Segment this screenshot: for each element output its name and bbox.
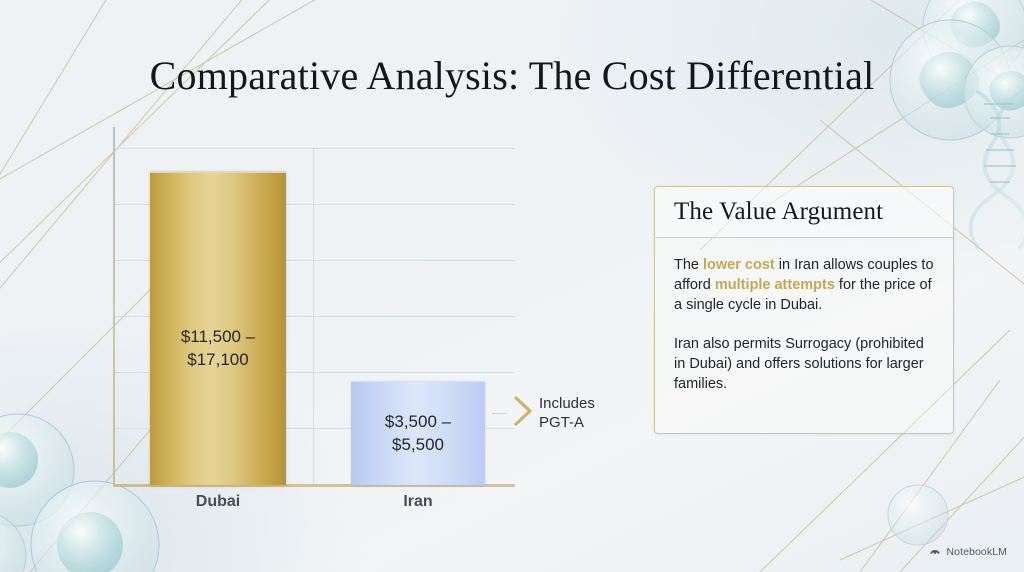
gridline-vertical [313,147,314,485]
cost-comparison-bar-chart: $11,500 – $17,100 $3,500 – $5,500 Dubai … [113,127,515,510]
pgta-callout: Includes PGT-A [492,394,595,432]
highlight-multiple-attempts: multiple attempts [714,277,835,293]
page-title: Comparative Analysis: The Cost Different… [149,53,875,98]
category-label-dubai: Dubai [195,493,241,510]
text-segment: in Iran allows couples to afford [674,257,934,293]
gridline-horizontal [115,316,515,317]
callout-connector-line [492,412,507,414]
chevron-right-icon [512,395,534,432]
text-segment: for the price of a single cycle in Dubai… [674,277,932,313]
panel-paragraph-2: Iran also permits Surrogacy (prohibited … [674,336,924,392]
chart-plot-area: $11,500 – $17,100 $3,500 – $5,500 [113,127,515,487]
value-argument-panel: The Value Argument The lower cost in Ira… [654,186,954,434]
panel-title: The Value Argument [674,198,884,225]
notebooklm-logo-icon [929,543,941,561]
bar-dubai[interactable]: $11,500 – $17,100 [150,171,286,485]
gridline-horizontal [115,148,515,149]
chart-y-axis [113,127,115,485]
notebooklm-watermark: NotebookLM [929,543,1007,561]
bar-value-label-dubai: $11,500 – $17,100 [180,327,256,369]
text-segment: The [674,257,704,273]
bar-value-label-iran: $3,500 – $5,500 [384,412,452,454]
watermark-label: NotebookLM [946,546,1007,558]
panel-paragraph-1: The lower cost in Iran allows couples to… [674,255,935,315]
category-label-iran: Iran [403,493,433,510]
bar-iran[interactable]: $3,500 – $5,500 [351,381,485,485]
gridline-horizontal [115,260,515,261]
chart-x-axis [113,484,515,487]
gridline-horizontal [115,372,515,373]
panel-header: The Value Argument [655,187,953,238]
gridline-horizontal [115,204,515,205]
panel-body: The lower cost in Iran allows couples to… [655,238,953,394]
highlight-lower-cost: lower cost [703,257,775,273]
callout-label: Includes PGT-A [539,395,595,431]
gridline-horizontal [115,428,515,429]
